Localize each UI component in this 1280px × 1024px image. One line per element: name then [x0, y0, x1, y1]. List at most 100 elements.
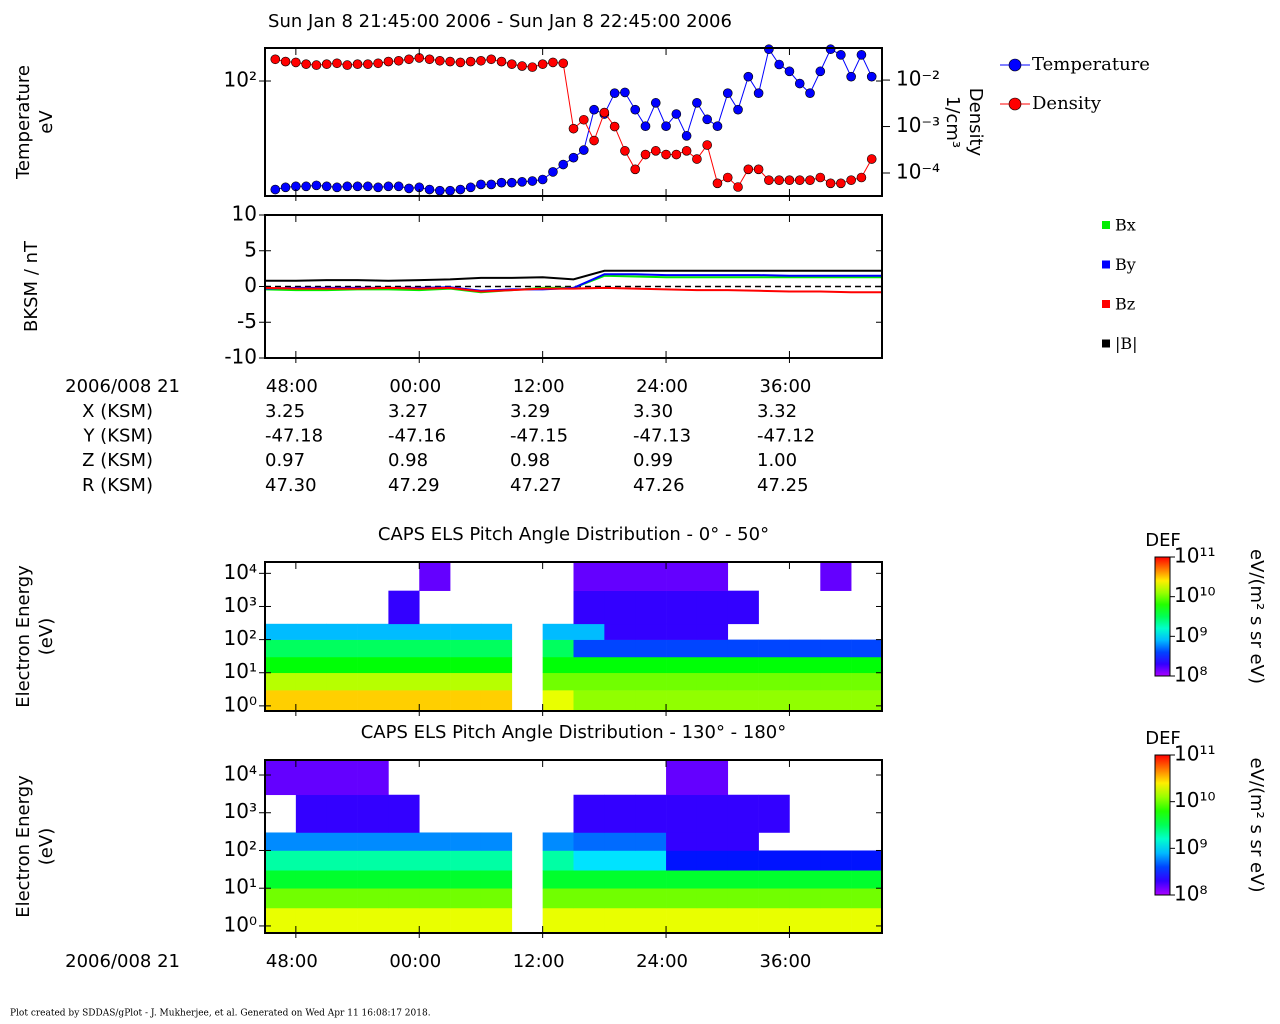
data-point — [681, 146, 692, 156]
heatmap-cell — [635, 590, 667, 625]
heatmap-cell — [727, 639, 759, 658]
heatmap-cell — [820, 562, 852, 591]
y-tick-label: 10³ — [224, 799, 257, 823]
heatmap-cell — [758, 639, 790, 658]
heatmap-cell — [388, 690, 420, 712]
data-point — [465, 182, 476, 193]
heatmap-cell — [727, 690, 759, 712]
heatmap-cell — [295, 794, 327, 833]
heatmap-cell — [851, 907, 883, 934]
heatmap-cell — [542, 870, 574, 889]
heatmap-cell — [604, 850, 636, 871]
y-tick-label: 10 — [232, 202, 257, 226]
data-point — [774, 59, 784, 70]
heatmap-cell — [573, 850, 605, 871]
heatmap-cell — [820, 870, 852, 889]
data-point — [650, 146, 661, 156]
heatmap-cell — [604, 656, 636, 674]
heatmap-cell — [450, 907, 482, 934]
heatmap-cell — [696, 562, 729, 591]
heatmap-cell — [789, 690, 821, 712]
heatmap-cell — [542, 850, 574, 871]
heatmap-cell — [450, 639, 482, 658]
heatmap-cell — [542, 672, 574, 691]
heatmap-cell — [696, 888, 729, 909]
colorbar-title: DEF — [1145, 530, 1181, 551]
data-point — [692, 98, 702, 108]
data-point — [609, 121, 620, 132]
heatmap-cell — [265, 639, 297, 658]
ephemeris-value: 1.00 — [757, 450, 797, 471]
y-tick-label: 10¹ — [224, 875, 257, 899]
heatmap-cell — [265, 850, 297, 871]
data-point — [321, 181, 332, 192]
heatmap-cell — [480, 832, 513, 851]
panel-frame — [264, 759, 883, 934]
heatmap-cell — [388, 850, 420, 871]
heatmap-cell — [851, 639, 883, 658]
heatmap-cell — [573, 832, 605, 851]
series-line — [275, 47, 873, 192]
data-point — [681, 131, 692, 141]
colorbar-tick-label: 10¹⁰ — [1174, 583, 1215, 607]
data-point — [301, 59, 311, 69]
heatmap-cell — [388, 656, 420, 674]
heatmap-cell — [573, 794, 605, 833]
heatmap-cell — [635, 623, 667, 640]
heatmap-cell — [635, 639, 667, 658]
y2-tick-label: 10⁻³ — [896, 113, 940, 137]
heatmap-cell — [326, 888, 358, 909]
data-point — [794, 175, 805, 186]
heatmap-cell — [450, 870, 482, 889]
ephemeris-value: -47.12 — [757, 426, 815, 447]
heatmap-cell — [758, 870, 790, 889]
heatmap-cell — [357, 690, 389, 712]
ephemeris-value: 3.27 — [388, 401, 428, 422]
heatmap-cell — [265, 870, 297, 889]
ephemeris-value: 47.26 — [633, 475, 685, 496]
heatmap-cell — [604, 907, 636, 934]
heatmap-cell — [573, 907, 605, 934]
heatmap-cell — [789, 888, 821, 909]
ephemeris-value: 3.32 — [757, 401, 797, 422]
data-point — [506, 177, 517, 188]
series-line — [275, 57, 873, 188]
heatmap-cell — [727, 870, 759, 889]
data-point — [486, 179, 497, 190]
ephemeris-value: 47.27 — [510, 475, 562, 496]
data-point — [794, 78, 805, 89]
data-point — [393, 181, 404, 192]
data-point — [784, 175, 795, 186]
ephemeris-label: Y (KSM) — [82, 426, 153, 447]
heatmap-cell — [789, 907, 821, 934]
heatmap-cell — [727, 850, 759, 871]
ephemeris-value: 0.99 — [633, 450, 673, 471]
heatmap-cell — [604, 870, 636, 889]
heatmap-cell — [480, 850, 513, 871]
data-point — [671, 109, 682, 119]
panel-title: CAPS ELS Pitch Angle Distribution - 0° -… — [378, 524, 769, 545]
y2-tick-label: 10⁻⁴ — [896, 160, 940, 184]
x-tick-label: 00:00 — [389, 951, 441, 972]
footer: Plot created by SDDAS/gPlot - J. Mukherj… — [10, 1009, 431, 1019]
data-point — [846, 71, 856, 82]
heatmap-cell — [357, 639, 389, 658]
data-point — [815, 66, 826, 77]
heatmap-cell — [851, 850, 883, 871]
heatmap-cell — [696, 656, 729, 674]
data-point — [743, 164, 754, 175]
heatmap-cell — [326, 832, 358, 851]
heatmap-cell — [666, 794, 698, 833]
data-point — [311, 180, 322, 191]
data-point — [332, 182, 342, 193]
x-tick-label: 12:00 — [513, 376, 565, 397]
colorbar-tick-label: 10⁹ — [1174, 835, 1207, 859]
heatmap-cell — [820, 656, 852, 674]
heatmap-cell — [758, 656, 790, 674]
heatmap-cell — [480, 690, 513, 712]
ephemeris-value: 0.98 — [510, 450, 550, 471]
heatmap-cell — [758, 690, 790, 712]
heatmap-cell — [450, 850, 482, 871]
data-point — [866, 71, 877, 82]
heatmap-cell — [758, 888, 790, 909]
